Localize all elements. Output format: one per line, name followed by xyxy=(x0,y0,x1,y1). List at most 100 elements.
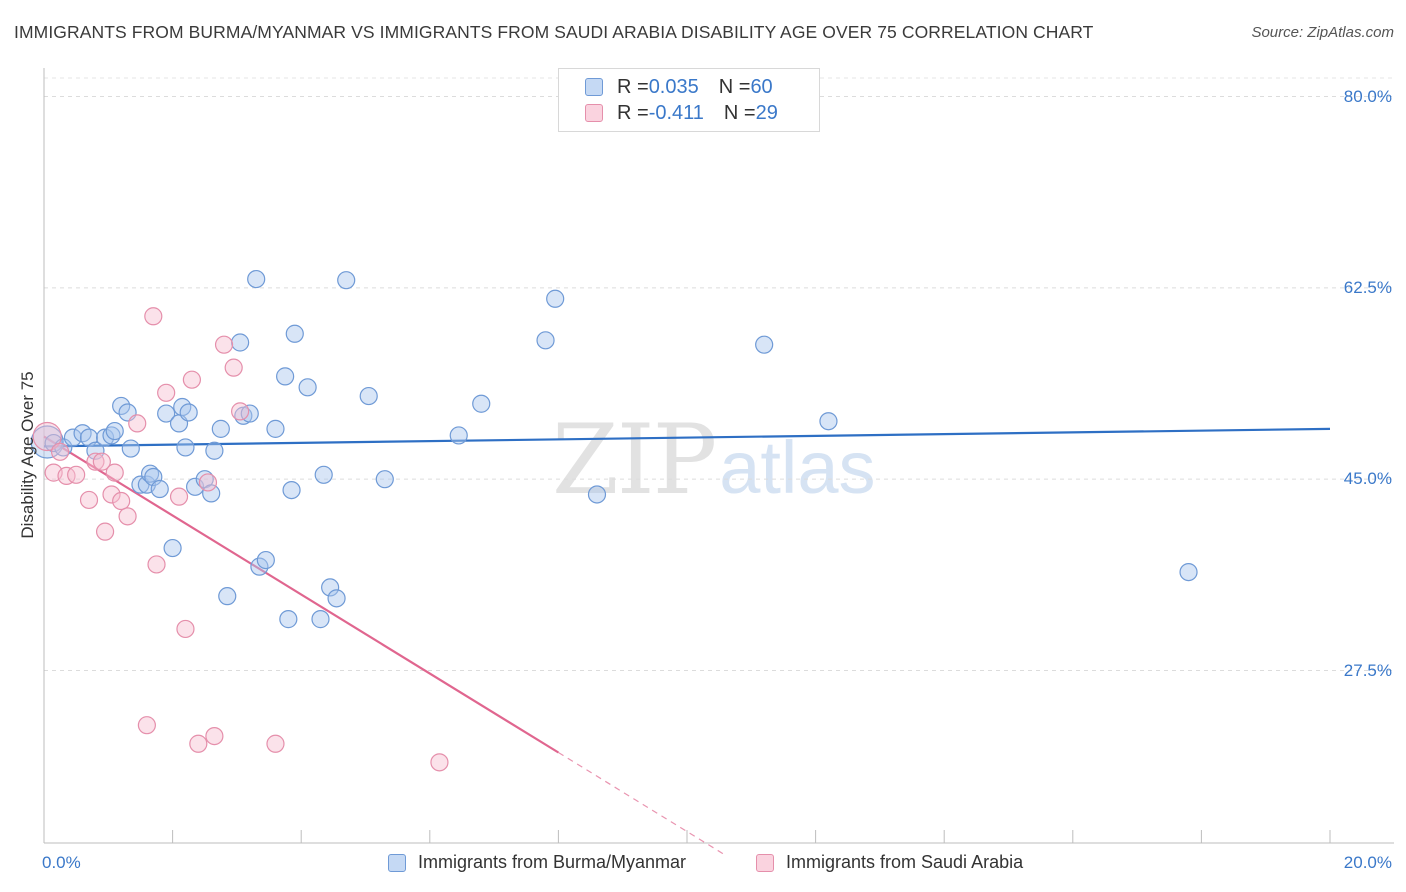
saudi-point xyxy=(105,463,124,482)
legend-r-value: 0.035 xyxy=(648,75,699,98)
saudi-point xyxy=(224,358,243,377)
burma-point xyxy=(112,396,131,416)
burma-point xyxy=(819,412,838,431)
legend-row-saudi: R = -0.411 N = 29 xyxy=(585,101,778,125)
saudi-trend-extension xyxy=(558,751,726,856)
saudi-point xyxy=(67,465,86,484)
burma-point xyxy=(105,421,124,441)
correlation-legend: R = 0.035 N = 60 R = -0.411 N = 29 xyxy=(558,68,820,132)
burma-point xyxy=(375,470,394,489)
burma-point xyxy=(63,428,83,447)
burma-point xyxy=(279,610,298,629)
burma-trend-line xyxy=(43,427,1331,448)
burma-point xyxy=(546,289,565,308)
saudi-point xyxy=(205,726,224,746)
burma-point xyxy=(163,538,182,558)
y-tick-label: 80.0% xyxy=(1343,87,1392,106)
saudi-point xyxy=(169,487,189,506)
saudi-point xyxy=(182,370,201,389)
saudi-point xyxy=(112,491,131,511)
burma-point xyxy=(327,589,346,608)
burma-point xyxy=(179,403,198,422)
chart-title: IMMIGRANTS FROM BURMA/MYANMAR VS IMMIGRA… xyxy=(14,22,1094,42)
saudi-point xyxy=(102,485,121,504)
y-tick-label: 62.5% xyxy=(1343,278,1392,297)
legend-r-value: -0.411 xyxy=(648,101,704,124)
legend-r-label: R = xyxy=(617,101,649,124)
series-swatch-blue xyxy=(388,853,406,872)
burma-point xyxy=(449,426,468,445)
saudi-point xyxy=(198,473,218,492)
burma-point xyxy=(205,441,224,460)
burma-point xyxy=(298,378,317,397)
burma-point xyxy=(231,333,250,352)
burma-point xyxy=(176,438,195,457)
series-legend-burma[interactable]: Immigrants from Burma/Myanmar xyxy=(388,852,686,873)
saudi-point xyxy=(231,402,250,421)
saudi-point xyxy=(176,619,195,639)
y-tick-label: 45.0% xyxy=(1343,469,1392,488)
burma-point xyxy=(587,485,607,504)
saudi-point xyxy=(95,522,115,541)
x-tick-label: 20.0% xyxy=(1343,853,1392,872)
saudi-point xyxy=(147,555,166,574)
burma-point xyxy=(321,578,340,597)
saudi-point xyxy=(430,753,449,772)
burma-point xyxy=(472,394,491,413)
burma-point xyxy=(337,271,356,290)
burma-point xyxy=(140,464,160,483)
saudi-point xyxy=(92,452,111,471)
series-legend-saudi[interactable]: Immigrants from Saudi Arabia xyxy=(756,852,1023,873)
legend-swatch-blue xyxy=(585,78,603,96)
series-legend-label: Immigrants from Burma/Myanmar xyxy=(418,852,687,872)
burma-point xyxy=(1179,562,1198,582)
burma-point xyxy=(266,419,285,438)
y-axis-label: Disability Age Over 75 xyxy=(18,371,37,539)
saudi-point xyxy=(214,335,234,354)
series-legend-label: Immigrants from Saudi Arabia xyxy=(786,852,1024,872)
legend-n-label: N = xyxy=(718,75,751,98)
burma-point xyxy=(359,386,378,406)
legend-swatch-pink xyxy=(585,104,603,122)
saudi-point xyxy=(144,307,163,326)
burma-point xyxy=(311,610,330,629)
burma-point xyxy=(218,587,237,606)
source-label: Source: ZipAtlas.com xyxy=(1251,24,1394,41)
saudi-point xyxy=(50,442,70,461)
saudi-point xyxy=(32,421,62,452)
saudi-point xyxy=(128,414,147,433)
saudi-point xyxy=(157,383,176,402)
burma-point xyxy=(150,479,169,499)
saudi-trend-line xyxy=(43,435,559,754)
series-swatch-pink xyxy=(756,853,774,872)
x-tick-label: 0.0% xyxy=(42,853,81,872)
burma-point xyxy=(282,481,301,500)
burma-point xyxy=(276,367,295,386)
burma-point xyxy=(157,404,176,423)
legend-row-burma: R = 0.035 N = 60 xyxy=(585,75,773,99)
burma-point xyxy=(285,324,304,343)
burma-point xyxy=(536,331,555,350)
saudi-point xyxy=(266,734,285,753)
saudi-point xyxy=(137,716,156,735)
burma-point xyxy=(256,550,275,570)
saudi-point xyxy=(79,490,99,510)
burma-point xyxy=(250,557,269,576)
legend-n-value: 60 xyxy=(750,75,773,98)
saudi-point xyxy=(86,452,105,471)
series-legend: Immigrants from Burma/Myanmar Immigrants… xyxy=(0,852,1406,878)
burma-point xyxy=(202,484,221,503)
legend-r-label: R = xyxy=(617,75,649,98)
y-tick-label: 27.5% xyxy=(1343,661,1392,680)
burma-point xyxy=(314,465,333,484)
legend-n-value: 29 xyxy=(755,101,778,124)
burma-point xyxy=(247,269,266,289)
saudi-point xyxy=(189,734,208,753)
saudi-point xyxy=(118,507,137,526)
burma-point xyxy=(755,335,774,354)
saudi-point xyxy=(57,466,76,485)
burma-point xyxy=(121,439,140,458)
burma-point xyxy=(211,419,230,438)
legend-n-label: N = xyxy=(723,101,756,124)
